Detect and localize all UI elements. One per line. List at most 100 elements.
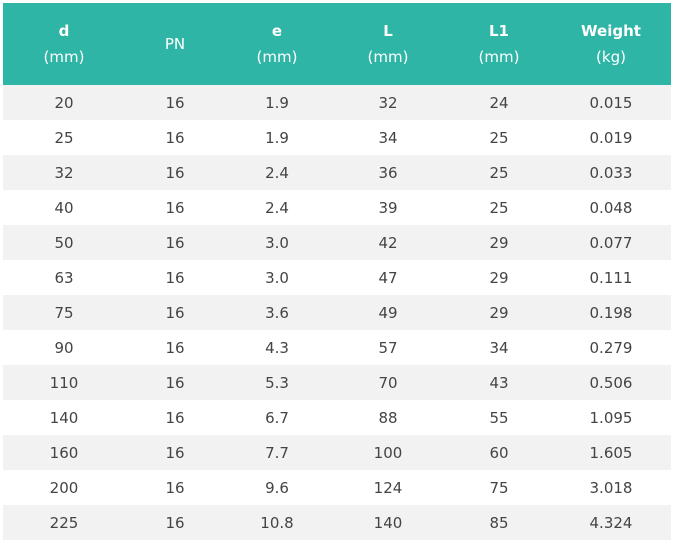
table-row: 32 16 2.4 36 25 0.033 bbox=[3, 155, 671, 190]
table-cell: 39 bbox=[329, 190, 447, 225]
table-cell: 16 bbox=[125, 225, 225, 260]
table-cell: 16 bbox=[125, 365, 225, 400]
table-cell: 100 bbox=[329, 435, 447, 470]
column-unit: (mm) bbox=[43, 48, 85, 66]
table-row: 20 16 1.9 32 24 0.015 bbox=[3, 85, 671, 120]
table-cell: 90 bbox=[3, 330, 125, 365]
table-cell: 1.9 bbox=[225, 120, 329, 155]
table-cell: 25 bbox=[3, 120, 125, 155]
table-cell: 16 bbox=[125, 120, 225, 155]
table-row: 63 16 3.0 47 29 0.111 bbox=[3, 260, 671, 295]
table-cell: 70 bbox=[329, 365, 447, 400]
table-body: 20 16 1.9 32 24 0.015 25 16 1.9 34 25 0.019 32 16 2.4 3… bbox=[3, 85, 671, 540]
table-cell: 140 bbox=[329, 505, 447, 540]
table-row: 90 16 4.3 57 34 0.279 bbox=[3, 330, 671, 365]
column-header-l: L (mm) bbox=[329, 3, 447, 85]
table-cell: 9.6 bbox=[225, 470, 329, 505]
table-cell: 0.019 bbox=[551, 120, 671, 155]
table-cell: 0.279 bbox=[551, 330, 671, 365]
table-cell: 16 bbox=[125, 85, 225, 120]
table-cell: 25 bbox=[447, 190, 551, 225]
column-name: e bbox=[271, 22, 283, 40]
table-cell: 34 bbox=[447, 330, 551, 365]
table-cell: 42 bbox=[329, 225, 447, 260]
table-cell: 34 bbox=[329, 120, 447, 155]
table-cell: 85 bbox=[447, 505, 551, 540]
column-unit: (mm) bbox=[367, 48, 409, 66]
table-cell: 4.3 bbox=[225, 330, 329, 365]
table-cell: 36 bbox=[329, 155, 447, 190]
table-cell: 47 bbox=[329, 260, 447, 295]
column-name: L1 bbox=[489, 22, 509, 40]
table-cell: 75 bbox=[3, 295, 125, 330]
table-cell: 0.077 bbox=[551, 225, 671, 260]
column-name: Weight bbox=[581, 22, 641, 40]
table-cell: 3.6 bbox=[225, 295, 329, 330]
table-row: 110 16 5.3 70 43 0.506 bbox=[3, 365, 671, 400]
table-cell: 124 bbox=[329, 470, 447, 505]
table-cell: 2.4 bbox=[225, 190, 329, 225]
column-header-l1: L1 (mm) bbox=[447, 3, 551, 85]
table-cell: 16 bbox=[125, 435, 225, 470]
table-cell: 16 bbox=[125, 155, 225, 190]
column-unit: (mm) bbox=[256, 48, 298, 66]
table-cell: 5.3 bbox=[225, 365, 329, 400]
table-cell: 16 bbox=[125, 505, 225, 540]
table-cell: 50 bbox=[3, 225, 125, 260]
table-row: 40 16 2.4 39 25 0.048 bbox=[3, 190, 671, 225]
table-cell: 32 bbox=[329, 85, 447, 120]
table-cell: 1.095 bbox=[551, 400, 671, 435]
table-cell: 0.111 bbox=[551, 260, 671, 295]
table-cell: 16 bbox=[125, 190, 225, 225]
table-cell: 16 bbox=[125, 330, 225, 365]
table-row: 25 16 1.9 34 25 0.019 bbox=[3, 120, 671, 155]
table-cell: 1.9 bbox=[225, 85, 329, 120]
column-unit: (mm) bbox=[478, 48, 520, 66]
table-cell: 29 bbox=[447, 260, 551, 295]
column-header-weight: Weight (kg) bbox=[551, 3, 671, 85]
table-cell: 20 bbox=[3, 85, 125, 120]
table-row: 50 16 3.0 42 29 0.077 bbox=[3, 225, 671, 260]
table-cell: 16 bbox=[125, 260, 225, 295]
table-cell: 10.8 bbox=[225, 505, 329, 540]
table-cell: 2.4 bbox=[225, 155, 329, 190]
table-cell: 40 bbox=[3, 190, 125, 225]
table-cell: 29 bbox=[447, 295, 551, 330]
column-header-e: e (mm) bbox=[225, 3, 329, 85]
table-cell: 0.198 bbox=[551, 295, 671, 330]
table-cell: 200 bbox=[3, 470, 125, 505]
table-cell: 0.015 bbox=[551, 85, 671, 120]
table-row: 140 16 6.7 88 55 1.095 bbox=[3, 400, 671, 435]
table-row: 75 16 3.6 49 29 0.198 bbox=[3, 295, 671, 330]
table-cell: 0.048 bbox=[551, 190, 671, 225]
table-cell: 16 bbox=[125, 470, 225, 505]
table-cell: 60 bbox=[447, 435, 551, 470]
table-header: d (mm) PN e (mm) L (mm) L1 (mm) bbox=[3, 3, 671, 85]
table-cell: 16 bbox=[125, 400, 225, 435]
table-cell: 88 bbox=[329, 400, 447, 435]
table-row: 225 16 10.8 140 85 4.324 bbox=[3, 505, 671, 540]
table-cell: 6.7 bbox=[225, 400, 329, 435]
table-cell: 75 bbox=[447, 470, 551, 505]
column-name: L bbox=[383, 22, 393, 40]
table-cell: 7.7 bbox=[225, 435, 329, 470]
column-name: PN bbox=[164, 35, 186, 53]
table-row: 200 16 9.6 124 75 3.018 bbox=[3, 470, 671, 505]
table-cell: 3.0 bbox=[225, 260, 329, 295]
column-header-d: d (mm) bbox=[3, 3, 125, 85]
column-unit: (kg) bbox=[596, 48, 626, 66]
table-row: 160 16 7.7 100 60 1.605 bbox=[3, 435, 671, 470]
table-cell: 25 bbox=[447, 155, 551, 190]
table-cell: 3.018 bbox=[551, 470, 671, 505]
table-cell: 140 bbox=[3, 400, 125, 435]
table-cell: 160 bbox=[3, 435, 125, 470]
table-cell: 63 bbox=[3, 260, 125, 295]
table-cell: 43 bbox=[447, 365, 551, 400]
table-cell: 29 bbox=[447, 225, 551, 260]
table-cell: 0.033 bbox=[551, 155, 671, 190]
spec-table: d (mm) PN e (mm) L (mm) L1 (mm) bbox=[3, 3, 671, 540]
table-cell: 0.506 bbox=[551, 365, 671, 400]
column-name: d bbox=[58, 22, 70, 40]
table-cell: 1.605 bbox=[551, 435, 671, 470]
column-header-pn: PN bbox=[125, 3, 225, 85]
